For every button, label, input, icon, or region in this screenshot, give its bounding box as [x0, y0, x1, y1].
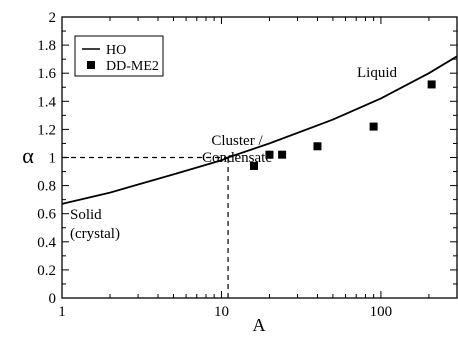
x-axis-label: A — [253, 315, 266, 335]
data-point-ddme2 — [313, 142, 322, 151]
annotation-cluster: Cluster / — [211, 133, 263, 149]
y-tick-label: 1.4 — [37, 94, 56, 110]
y-axis-label: α — [22, 143, 34, 168]
annotation-solid: Solid — [70, 207, 102, 223]
y-tick-label: 2 — [49, 10, 57, 26]
ticks-layer: 0 0.2 0.4 0.6 0.8 1 1.2 1.4 1.6 1.8 2 1 10 100 — [37, 10, 458, 320]
legend-box — [74, 35, 164, 77]
data-point-ddme2 — [250, 161, 259, 170]
annotation-cluster: Condensate — [202, 150, 272, 166]
y-tick-label: 0.8 — [37, 179, 56, 195]
data-point-ddme2 — [265, 150, 274, 159]
y-tick-label: 1.8 — [37, 38, 56, 54]
y-tick-label: 0.4 — [37, 235, 56, 251]
y-tick-label: 0 — [49, 291, 57, 307]
annotation-solid: (crystal) — [70, 226, 120, 242]
reference-lines — [62, 156, 229, 298]
legend: HO DD-ME2 — [74, 35, 164, 77]
legend-label-ddme2: DD-ME2 — [106, 59, 159, 74]
y-tick-label: 1.2 — [37, 122, 56, 138]
x-tick-label: 10 — [214, 304, 229, 320]
y-tick-label: 0.2 — [37, 263, 56, 279]
x-tick-label: 1 — [58, 304, 66, 320]
legend-label-ho: HO — [106, 43, 126, 58]
annotation-liquid: Liquid — [357, 65, 397, 81]
series-line-ho — [61, 55, 458, 205]
data-point-ddme2 — [369, 122, 378, 131]
y-tick-label: 1.6 — [37, 66, 56, 82]
legend-marker-swatch — [87, 61, 95, 69]
y-tick-label: 0.6 — [37, 207, 56, 223]
x-tick-label: 100 — [370, 304, 393, 320]
series-layer — [61, 55, 458, 205]
data-point-ddme2 — [278, 150, 287, 159]
data-point-ddme2 — [427, 80, 436, 89]
y-tick-label: 1 — [49, 151, 57, 167]
annotations: Cluster /Condensate Liquid Solid (crystal) — [70, 65, 397, 242]
